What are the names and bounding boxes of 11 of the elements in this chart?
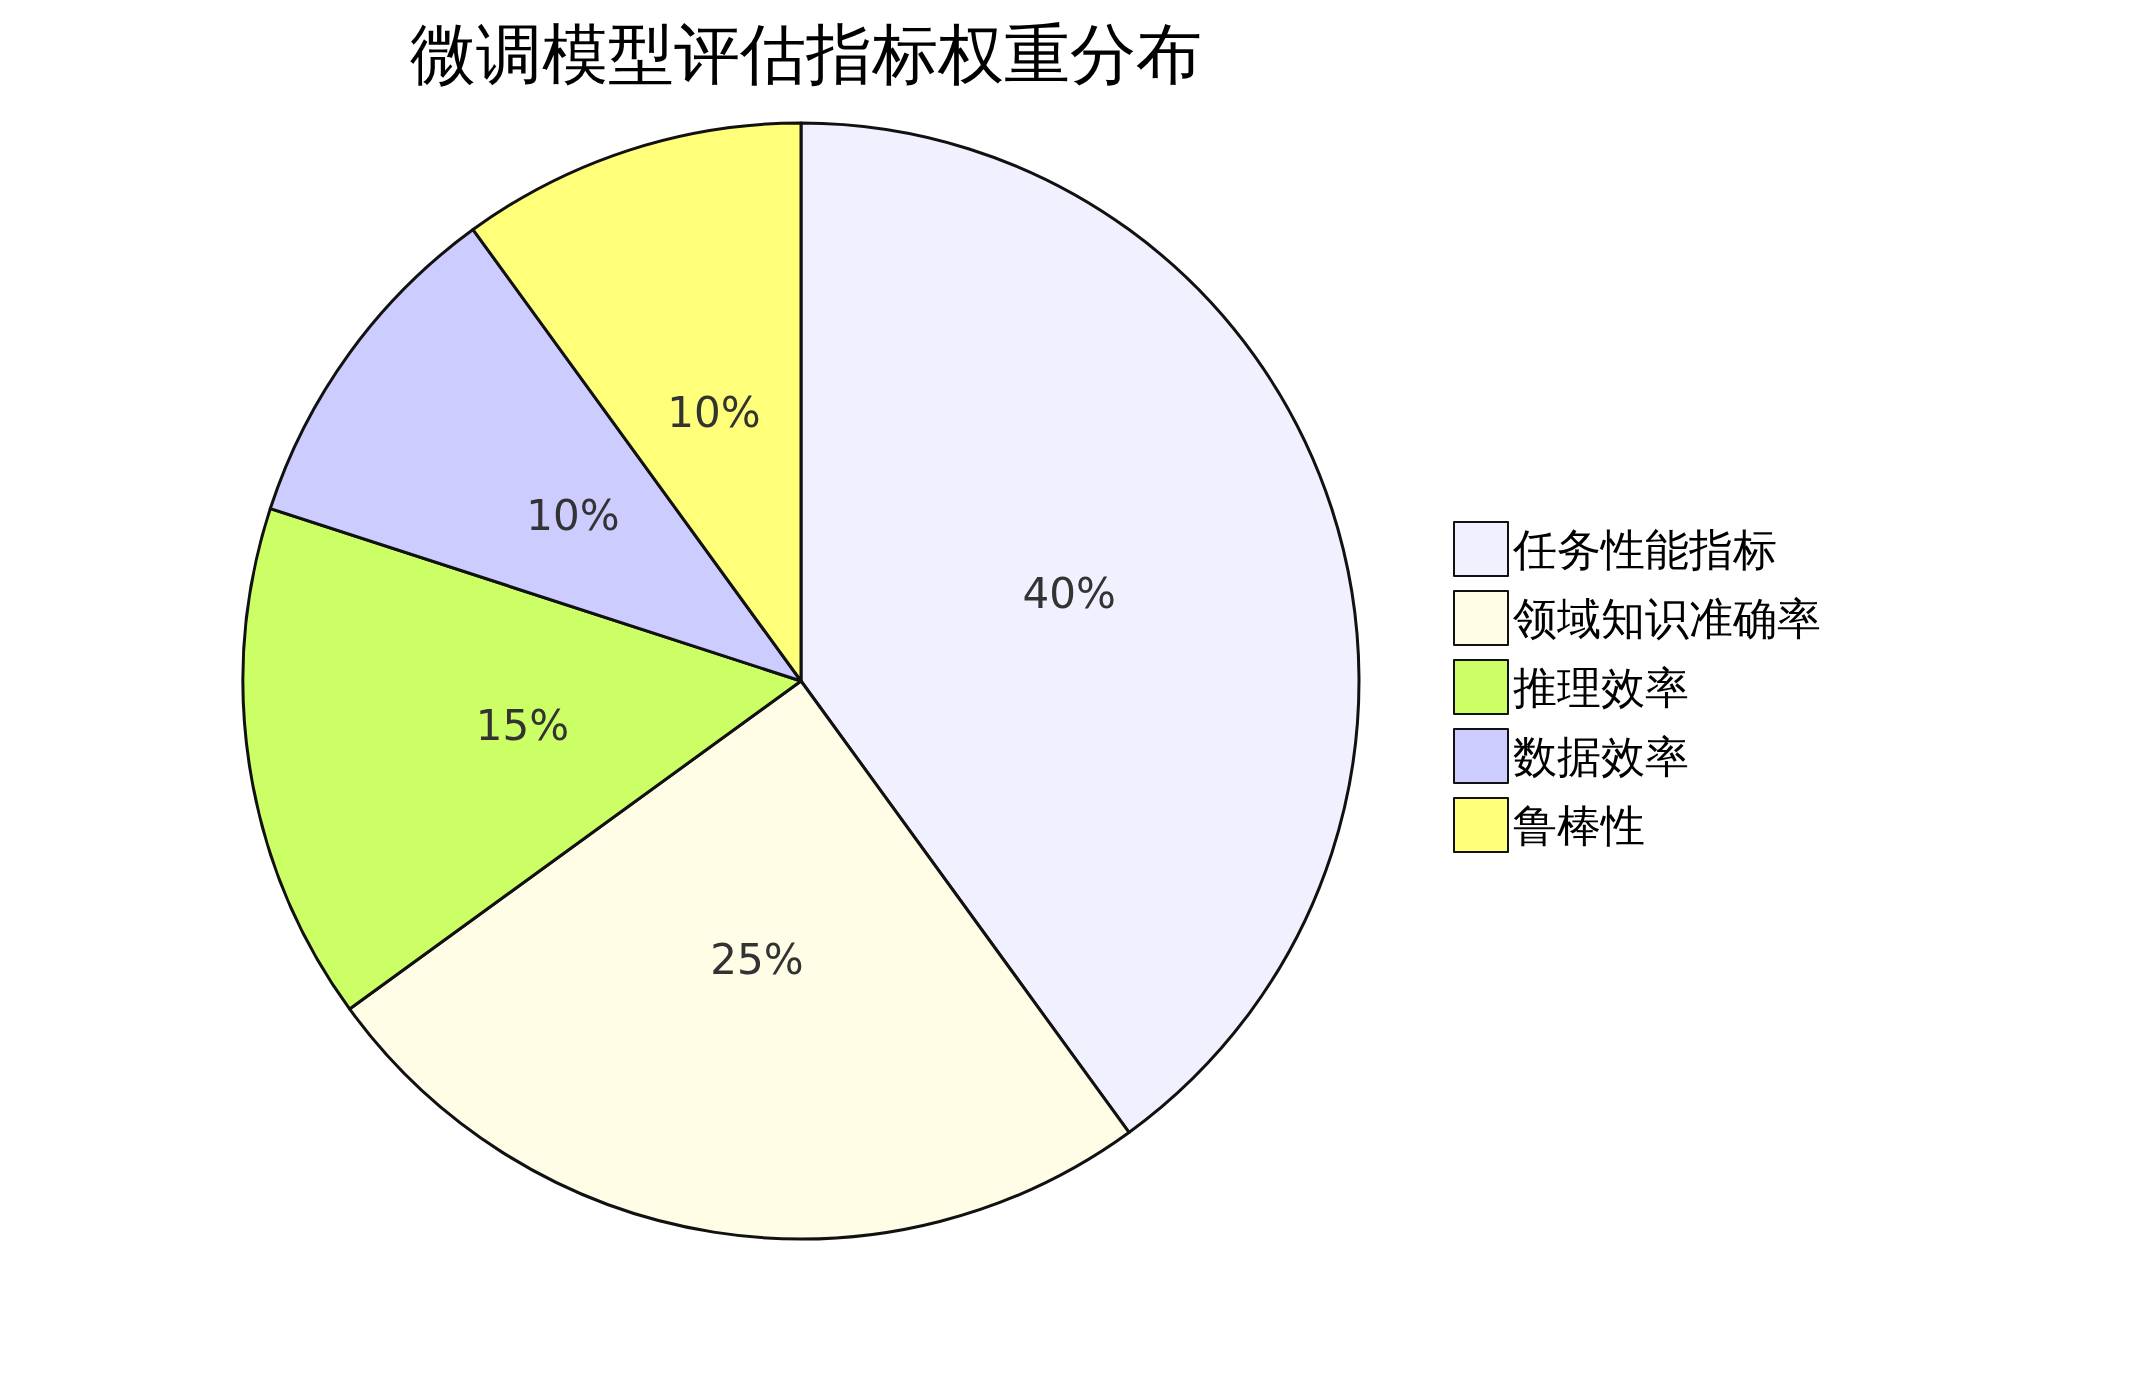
legend-label: 领域知识准确率 [1513,592,1821,644]
legend-label: 数据效率 [1513,730,1689,782]
data-label: 10% [526,490,620,540]
data-label: 10% [667,388,761,438]
legend-label: 任务性能指标 [1512,523,1777,575]
legend-label: 推理效率 [1513,661,1689,713]
data-label: 25% [710,935,804,985]
data-label: 15% [475,700,570,750]
chart-title: 微调模型评估指标权重分布 [410,15,1202,93]
data-label: 40% [1022,569,1116,619]
legend-label: 鲁棒性 [1513,799,1645,851]
